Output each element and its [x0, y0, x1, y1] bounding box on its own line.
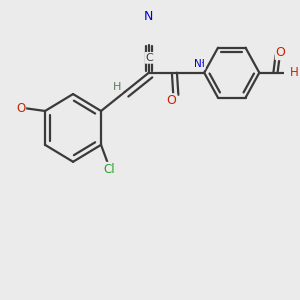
- Text: Cl: Cl: [104, 163, 115, 176]
- Text: N: N: [144, 10, 154, 23]
- Text: H: H: [197, 59, 205, 69]
- Text: H: H: [113, 82, 121, 92]
- Text: C: C: [146, 53, 154, 63]
- Text: H: H: [290, 66, 299, 79]
- Text: N: N: [194, 59, 201, 69]
- Text: O: O: [167, 94, 176, 107]
- Text: O: O: [276, 46, 286, 59]
- Text: O: O: [16, 101, 25, 115]
